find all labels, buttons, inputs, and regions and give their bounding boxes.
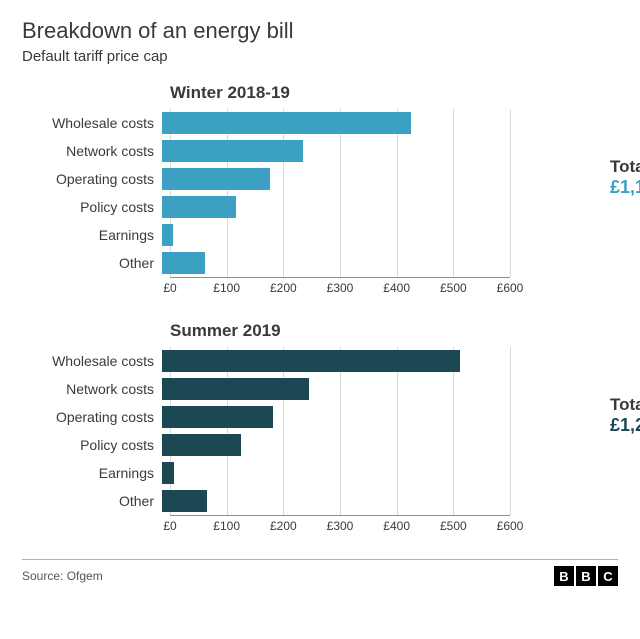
bar-row: Earnings xyxy=(22,221,618,249)
axis-tick: £400 xyxy=(383,519,410,533)
bar xyxy=(162,196,236,218)
bar-track xyxy=(162,249,502,277)
bar-track xyxy=(162,431,502,459)
category-label: Other xyxy=(22,255,162,271)
bar xyxy=(162,378,309,400)
axis-tick: £0 xyxy=(163,281,176,295)
total-label: Total: xyxy=(610,395,640,415)
bar-row: Operating costs xyxy=(22,165,618,193)
bar-row: Wholesale costs xyxy=(22,109,618,137)
bar-row: Network costs xyxy=(22,137,618,165)
source-text: Source: Ofgem xyxy=(22,569,103,583)
bar xyxy=(162,406,273,428)
axis-tick: £200 xyxy=(270,519,297,533)
axis-tick: £400 xyxy=(383,281,410,295)
bar-row: Policy costs xyxy=(22,431,618,459)
bar xyxy=(162,350,460,372)
axis-tick: £100 xyxy=(213,519,240,533)
chart-panel: Winter 2018-19 Wholesale costs Network cos… xyxy=(22,83,618,297)
bar-track xyxy=(162,109,502,137)
bbc-logo-letter: B xyxy=(576,566,596,586)
bar-track xyxy=(162,347,502,375)
footer-rule xyxy=(22,559,618,560)
x-axis: £0£100£200£300£400£500£600 xyxy=(170,515,510,533)
bar xyxy=(162,490,207,512)
bar-row: Earnings xyxy=(22,459,618,487)
axis-tick: £600 xyxy=(497,281,524,295)
bar-row: Operating costs xyxy=(22,403,618,431)
bar-track xyxy=(162,403,502,431)
category-label: Earnings xyxy=(22,465,162,481)
category-label: Policy costs xyxy=(22,437,162,453)
axis-line xyxy=(170,277,510,278)
bar-track xyxy=(162,193,502,221)
chart-title: Breakdown of an energy bill xyxy=(22,18,618,44)
bar-track xyxy=(162,165,502,193)
bar-track xyxy=(162,375,502,403)
category-label: Network costs xyxy=(22,143,162,159)
total-block: Total:£1,254 xyxy=(610,395,640,436)
axis-tick: £500 xyxy=(440,519,467,533)
bar-row: Wholesale costs xyxy=(22,347,618,375)
chart-area: Wholesale costs Network costs Operating co… xyxy=(22,347,618,535)
axis-tick: £300 xyxy=(327,281,354,295)
bar-track xyxy=(162,459,502,487)
axis-tick: £200 xyxy=(270,281,297,295)
chart-subtitle: Default tariff price cap xyxy=(22,48,618,65)
axis-tick: £600 xyxy=(497,519,524,533)
bar-row: Other xyxy=(22,487,618,515)
chart-panel: Summer 2019 Wholesale costs Network costs O… xyxy=(22,321,618,535)
bar xyxy=(162,112,411,134)
bar xyxy=(162,140,303,162)
total-value: £1,137 xyxy=(610,177,640,198)
total-block: Total:£1,137 xyxy=(610,157,640,198)
axis-tick: £0 xyxy=(163,519,176,533)
bar-row: Policy costs xyxy=(22,193,618,221)
axis-tick: £100 xyxy=(213,281,240,295)
chart-area: Wholesale costs Network costs Operating co… xyxy=(22,109,618,297)
bbc-logo-letter: C xyxy=(598,566,618,586)
axis-tick: £500 xyxy=(440,281,467,295)
panel-title: Winter 2018-19 xyxy=(170,83,618,103)
bar xyxy=(162,224,173,246)
category-label: Operating costs xyxy=(22,409,162,425)
axis-tick: £300 xyxy=(327,519,354,533)
category-label: Policy costs xyxy=(22,199,162,215)
bar-row: Network costs xyxy=(22,375,618,403)
bar xyxy=(162,168,270,190)
category-label: Wholesale costs xyxy=(22,353,162,369)
bar xyxy=(162,252,205,274)
category-label: Operating costs xyxy=(22,171,162,187)
x-axis: £0£100£200£300£400£500£600 xyxy=(170,277,510,295)
bar-track xyxy=(162,137,502,165)
category-label: Other xyxy=(22,493,162,509)
panel-title: Summer 2019 xyxy=(170,321,618,341)
category-label: Earnings xyxy=(22,227,162,243)
bar xyxy=(162,462,174,484)
axis-line xyxy=(170,515,510,516)
bar-track xyxy=(162,487,502,515)
bar-row: Other xyxy=(22,249,618,277)
total-value: £1,254 xyxy=(610,415,640,436)
bar xyxy=(162,434,241,456)
bbc-logo: B B C xyxy=(554,566,618,586)
total-label: Total: xyxy=(610,157,640,177)
category-label: Network costs xyxy=(22,381,162,397)
bbc-logo-letter: B xyxy=(554,566,574,586)
bar-track xyxy=(162,221,502,249)
category-label: Wholesale costs xyxy=(22,115,162,131)
